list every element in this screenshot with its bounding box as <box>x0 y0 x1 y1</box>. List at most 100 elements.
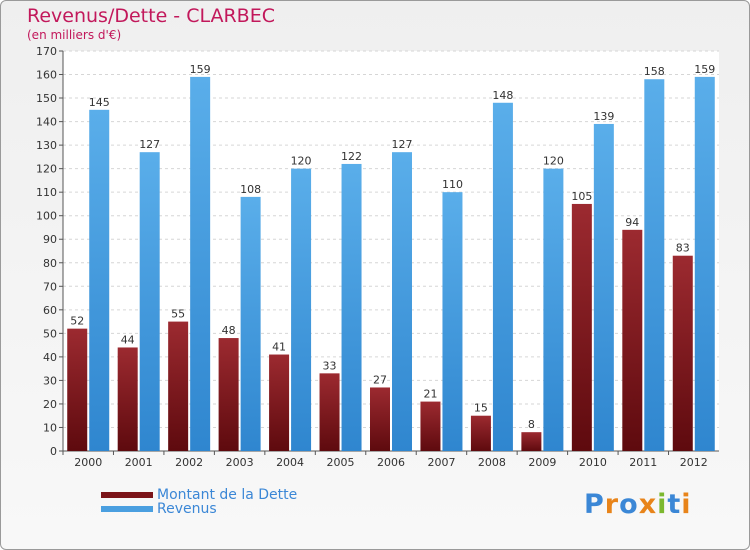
bar-revenus-label: 120 <box>291 155 312 168</box>
bar-revenus <box>240 196 261 451</box>
legend-label-debt: Montant de la Dette <box>157 487 298 503</box>
bar-debt <box>168 321 189 451</box>
bar-revenus <box>644 79 665 451</box>
logo-letter: x <box>638 489 658 520</box>
y-tick-label: 20 <box>43 398 57 411</box>
legend-swatch-revenus <box>101 506 153 512</box>
x-tick-label: 2007 <box>427 456 455 469</box>
y-tick-label: 90 <box>43 233 57 246</box>
y-tick-label: 60 <box>43 304 57 317</box>
logo-letter: P <box>584 489 605 520</box>
bar-debt <box>370 387 390 451</box>
bar-revenus-label: 110 <box>442 178 463 191</box>
y-tick-label: 10 <box>43 421 57 434</box>
bar-debt <box>521 432 542 451</box>
legend-label-revenus: Revenus <box>157 501 217 517</box>
bar-debt-label: 83 <box>676 242 690 255</box>
bar-revenus-label: 127 <box>139 138 160 151</box>
bar-revenus <box>593 123 614 452</box>
bar-debt <box>622 229 643 451</box>
y-tick-label: 70 <box>43 280 57 293</box>
bar-debt-label: 41 <box>272 341 286 354</box>
bar-debt <box>420 401 441 451</box>
bar-revenus <box>190 76 211 451</box>
y-tick-label: 120 <box>36 163 57 176</box>
bar-debt-label: 105 <box>571 190 592 203</box>
x-tick-label: 2001 <box>125 456 153 469</box>
bar-debt-label: 44 <box>121 333 135 346</box>
y-tick-label: 110 <box>36 186 57 199</box>
bar-revenus-label: 108 <box>240 183 261 196</box>
bar-revenus-label: 159 <box>694 63 715 76</box>
bar-debt <box>218 338 239 451</box>
x-tick-label: 2012 <box>680 456 708 469</box>
legend-swatch-debt <box>101 492 153 498</box>
bar-debt <box>269 354 290 451</box>
logo-letter: i <box>681 489 692 520</box>
legend-item-debt: Montant de la Dette <box>101 487 297 503</box>
y-tick-label: 170 <box>36 45 57 58</box>
bar-debt-label: 27 <box>373 373 387 386</box>
bar-revenus-label: 120 <box>543 155 564 168</box>
logo-letter: r <box>604 489 620 520</box>
x-tick-label: 2006 <box>377 456 405 469</box>
bar-revenus <box>543 168 564 451</box>
bar-revenus <box>89 109 110 451</box>
chart-subtitle: (en milliers d'€) <box>27 28 122 42</box>
x-tick-label: 2009 <box>528 456 556 469</box>
bar-debt-label: 21 <box>423 388 437 401</box>
bar-debt-label: 52 <box>70 315 84 328</box>
bar-debt-label: 94 <box>625 216 639 229</box>
bar-revenus <box>442 192 463 452</box>
x-tick-label: 2003 <box>226 456 254 469</box>
y-tick-label: 150 <box>36 92 57 105</box>
y-tick-label: 160 <box>36 69 57 82</box>
y-tick-label: 50 <box>43 327 57 340</box>
bar-debt <box>470 415 491 451</box>
bar-debt-label: 15 <box>474 402 488 415</box>
plot-area <box>63 51 719 451</box>
bar-revenus-label: 127 <box>392 138 413 151</box>
bar-revenus <box>341 163 362 452</box>
bar-debt <box>319 373 340 451</box>
logo-letter: o <box>619 489 639 520</box>
bar-debt <box>117 347 138 451</box>
bar-revenus-label: 158 <box>644 65 665 78</box>
bar-revenus-label: 139 <box>593 110 614 123</box>
bar-debt <box>571 203 592 451</box>
x-tick-label: 2010 <box>579 456 607 469</box>
bar-debt <box>672 255 693 451</box>
bar-revenus-label: 145 <box>89 96 110 109</box>
x-tick-label: 2002 <box>175 456 203 469</box>
y-tick-label: 130 <box>36 139 57 152</box>
y-tick-label: 100 <box>36 210 57 223</box>
bar-debt <box>67 328 88 451</box>
bar-revenus-label: 159 <box>190 63 211 76</box>
x-tick-label: 2008 <box>478 456 506 469</box>
bar-revenus-label: 148 <box>492 89 513 102</box>
y-tick-label: 80 <box>43 257 57 270</box>
y-tick-label: 0 <box>50 445 57 458</box>
bar-revenus-label: 122 <box>341 150 362 163</box>
proxiti-logo: Proxiti <box>584 489 692 520</box>
x-tick-label: 2011 <box>629 456 657 469</box>
bar-revenus <box>694 76 715 451</box>
y-tick-label: 40 <box>43 351 57 364</box>
bar-debt-label: 8 <box>528 418 535 431</box>
bar-revenus <box>392 152 412 452</box>
x-tick-label: 2005 <box>327 456 355 469</box>
x-tick-label: 2000 <box>74 456 102 469</box>
logo-letter: i <box>657 489 668 520</box>
bar-debt-label: 33 <box>323 359 337 372</box>
x-tick-label: 2004 <box>276 456 304 469</box>
chart-title: Revenus/Dette - CLARBEC <box>27 5 275 27</box>
bar-revenus <box>139 152 160 452</box>
bar-debt-label: 48 <box>222 324 236 337</box>
legend-item-revenus: Revenus <box>101 501 217 517</box>
bar-revenus <box>492 102 513 451</box>
y-tick-label: 140 <box>36 116 57 129</box>
bar-revenus <box>291 168 312 451</box>
bar-debt-label: 55 <box>171 308 185 321</box>
